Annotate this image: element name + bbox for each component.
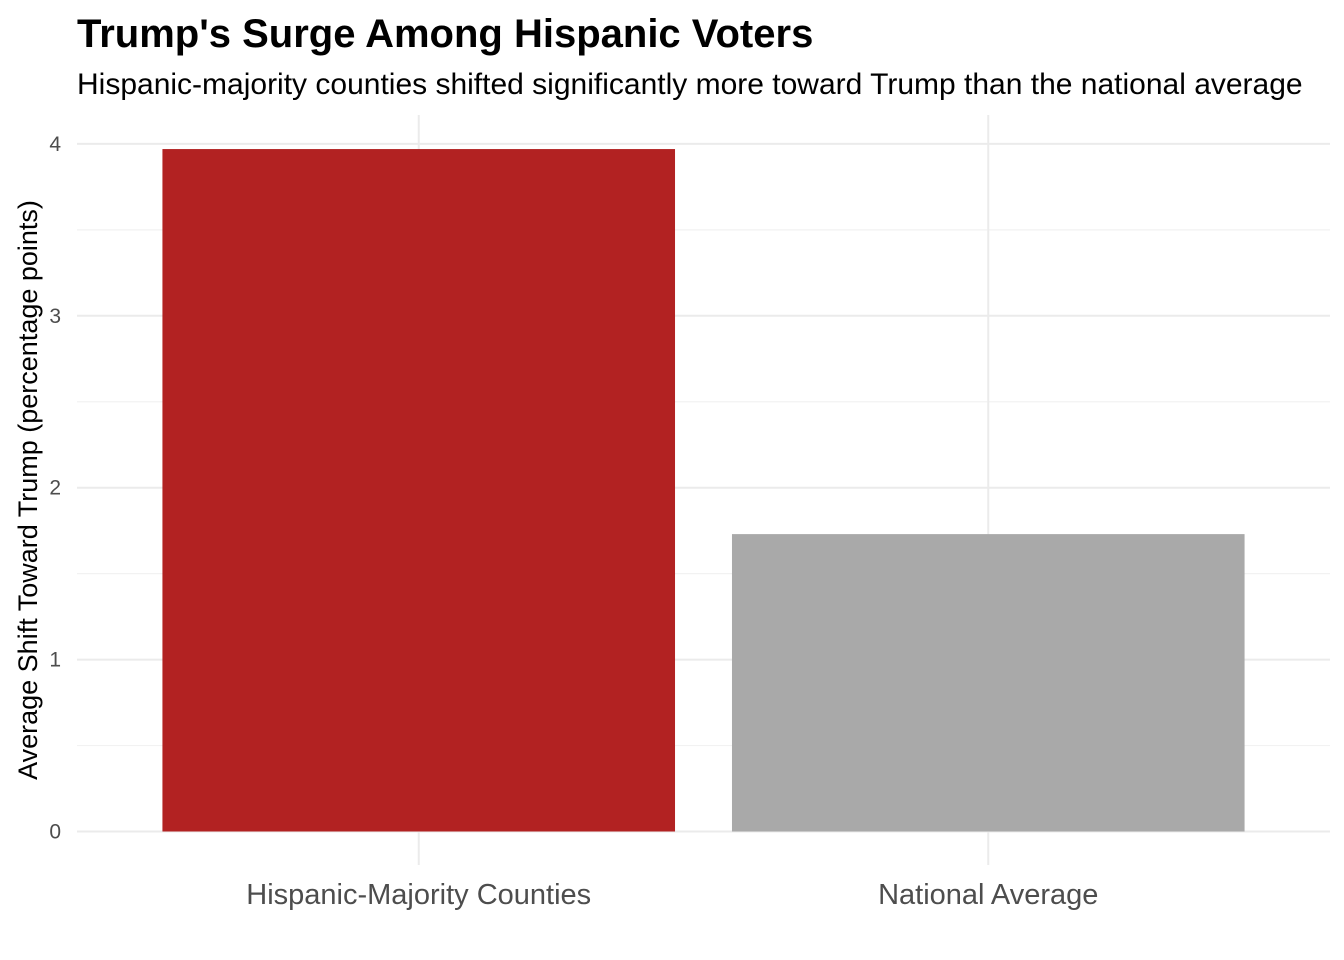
bar-national-average [731, 534, 1245, 832]
chart-subtitle: Hispanic-majority counties shifted signi… [77, 68, 1303, 101]
chart-title: Trump's Surge Among Hispanic Voters [77, 12, 813, 56]
bars [162, 149, 1245, 832]
y-tick-label: 3 [49, 305, 61, 328]
bar-hispanic-majority-counties [162, 149, 676, 832]
x-tick-label: National Average [878, 879, 1098, 911]
y-tick-label: 4 [49, 133, 61, 156]
y-tick-label: 1 [49, 649, 61, 672]
x-tick-label: Hispanic-Majority Counties [246, 879, 591, 911]
x-axis-ticks: Hispanic-Majority Counties National Avera… [246, 879, 1098, 911]
y-axis-label: Average Shift Toward Trump (percentage p… [13, 200, 43, 780]
y-tick-label: 0 [49, 821, 61, 844]
y-tick-label: 2 [49, 477, 61, 500]
y-axis-ticks: 0 1 2 3 4 [49, 133, 61, 844]
